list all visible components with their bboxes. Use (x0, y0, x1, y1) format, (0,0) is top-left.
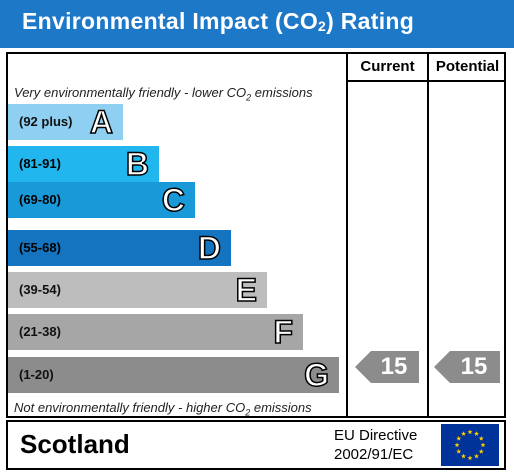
current-rating-arrow: 15 (355, 351, 419, 383)
rating-frame (6, 52, 506, 418)
band-range-label: (55-68) (19, 240, 61, 255)
eu-flag-graphic (441, 424, 499, 466)
bottom-note-suffix: emissions (250, 400, 312, 415)
band-d: (55-68) D (8, 229, 231, 267)
flag-star (467, 429, 473, 435)
title-main: Environmental Impact (CO (22, 8, 319, 34)
band-g: (1-20) G (8, 356, 339, 394)
band-c: (69-80) C (8, 181, 195, 219)
flag-star (474, 453, 479, 459)
current-arrow-shape (355, 351, 419, 383)
directive-line-2: 2002/91/EC (334, 446, 414, 463)
band-letter: A (89, 103, 114, 141)
potential-column-header: Potential (435, 58, 500, 75)
current-rating-value: 15 (380, 353, 408, 380)
band-letter: D (197, 229, 222, 267)
flag-star (480, 442, 486, 448)
bottom-note-text: Not environmentally friendly - higher CO (14, 400, 246, 415)
footer (6, 420, 506, 470)
eu-directive: EU Directive 2002/91/EC (334, 426, 417, 464)
potential-rating-value: 15 (460, 353, 488, 380)
potential-column-divider (427, 52, 429, 418)
band-range-label: (69-80) (19, 192, 61, 207)
header-underline (346, 80, 506, 82)
flag-star (456, 435, 462, 441)
page-title: Environmental Impact (CO2) Rating (22, 8, 414, 35)
title-subscript: 2 (318, 18, 327, 34)
flag-star (461, 453, 466, 459)
top-note-suffix: emissions (251, 85, 313, 100)
flag-star (454, 442, 460, 448)
current-column-header: Current (360, 58, 415, 75)
directive-line-1: EU Directive (334, 427, 418, 444)
flag-star (456, 448, 462, 454)
flag-star (478, 435, 484, 441)
band-letter: E (235, 271, 258, 309)
region-label: Scotland (20, 429, 130, 459)
flag-star (461, 431, 466, 436)
band-e: (39-54) E (8, 271, 267, 309)
flag-star (474, 431, 479, 436)
top-note-subscript: 2 (246, 92, 252, 103)
band-range-label: (39-54) (19, 282, 61, 297)
band-range-label: (1-20) (19, 367, 54, 382)
top-note: Very environmentally friendly - lower CO… (14, 85, 313, 103)
band-f: (21-38) F (8, 313, 303, 351)
top-note-text: Very environmentally friendly - lower CO (14, 85, 247, 100)
bottom-note-subscript: 2 (245, 407, 251, 418)
band-letter: B (125, 145, 150, 183)
band-b: (81-91) B (8, 145, 159, 183)
band-range-label: (21-38) (19, 324, 61, 339)
flag-star (467, 455, 473, 461)
band-letter: C (161, 181, 186, 219)
band-letter: F (273, 313, 294, 351)
potential-arrow-shape (434, 351, 500, 383)
potential-rating-arrow: 15 (434, 351, 500, 383)
current-column-divider (346, 52, 348, 418)
band-a: (92 plus) A (8, 103, 123, 141)
flag-star (478, 448, 484, 454)
title-rest: ) Rating (326, 8, 415, 34)
bottom-note: Not environmentally friendly - higher CO… (14, 400, 312, 418)
band-range-label: (81-91) (19, 156, 61, 171)
title-bar: Environmental Impact (CO2) Rating (0, 0, 514, 48)
band-letter: G (303, 356, 329, 394)
eu-flag-icon (441, 424, 499, 466)
band-range-label: (92 plus) (19, 114, 73, 129)
